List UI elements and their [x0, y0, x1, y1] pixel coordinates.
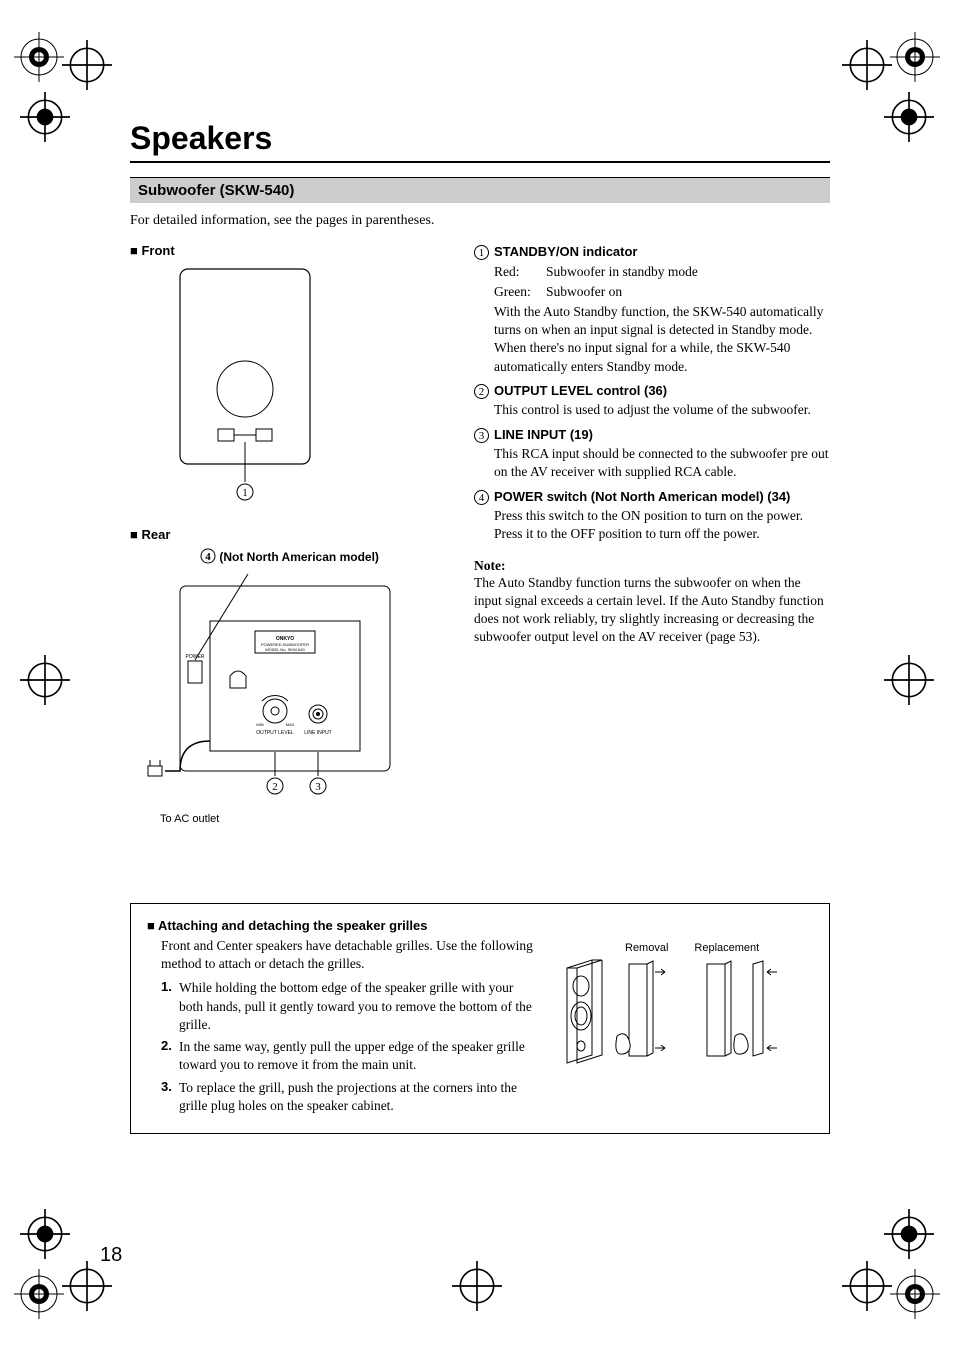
svg-text:LINE INPUT: LINE INPUT [304, 730, 332, 736]
box-title: Attaching and detaching the speaker gril… [147, 918, 537, 933]
callout-number: 4 [474, 488, 494, 544]
note-text: The Auto Standby function turns the subw… [474, 574, 830, 647]
callout-text: Press this switch to the ON position to … [494, 507, 830, 543]
right-column: 1STANDBY/ON indicator Red:Subwoofer in st… [474, 243, 830, 843]
callout-title: LINE INPUT (19) [494, 426, 830, 444]
step-item: 2.In the same way, gently pull the upper… [161, 1038, 537, 1074]
step-number: 2. [161, 1038, 179, 1074]
crosshair-icon [884, 655, 934, 705]
grille-illustration [557, 958, 797, 1068]
callout-title: STANDBY/ON indicator [494, 243, 830, 261]
crosshair-icon [884, 1209, 934, 1259]
step-number: 3. [161, 1079, 179, 1115]
callout-number: 2 [474, 382, 494, 420]
svg-text:2: 2 [272, 781, 278, 793]
callout-title: POWER switch (Not North American model) … [494, 488, 830, 506]
note-heading: Note: [474, 558, 830, 574]
step-text: In the same way, gently pull the upper e… [179, 1038, 537, 1074]
left-column: Front 1 Rear 4 (Not North American model [130, 243, 450, 843]
page-content: Speakers Subwoofer (SKW-540) For detaile… [130, 120, 830, 1134]
crosshair-icon [452, 1261, 502, 1311]
crosshair-icon [884, 92, 934, 142]
crosshair-icon [20, 92, 70, 142]
page-number: 18 [100, 1244, 122, 1267]
step-number: 1. [161, 979, 179, 1034]
intro-text: For detailed information, see the pages … [130, 213, 830, 229]
step-text: While holding the bottom edge of the spe… [179, 979, 537, 1034]
crosshair-icon [20, 655, 70, 705]
crosshair-icon [842, 1261, 892, 1311]
callout-item: 1STANDBY/ON indicator Red:Subwoofer in st… [474, 243, 830, 376]
grille-box: Attaching and detaching the speaker gril… [130, 903, 830, 1134]
callout-text: This RCA input should be connected to th… [494, 445, 830, 481]
regmark-icon [14, 32, 64, 82]
crosshair-icon [20, 1209, 70, 1259]
crosshair-icon [842, 40, 892, 90]
callout-kv: Green:Subwoofer on [494, 283, 830, 301]
box-intro: Front and Center speakers have detachabl… [161, 937, 537, 973]
svg-text:4: 4 [205, 551, 211, 563]
svg-text:OUTPUT LEVEL: OUTPUT LEVEL [256, 730, 294, 736]
step-text: To replace the grill, push the projectio… [179, 1079, 537, 1115]
svg-text:MODEL No. SKW-540: MODEL No. SKW-540 [265, 647, 305, 652]
regmark-icon [14, 1269, 64, 1319]
callout-item: 4POWER switch (Not North American model)… [474, 488, 830, 544]
step-item: 3.To replace the grill, push the project… [161, 1079, 537, 1115]
regmark-icon [890, 32, 940, 82]
callout-text: With the Auto Standby function, the SKW-… [494, 303, 830, 376]
svg-text:MIN: MIN [256, 722, 263, 727]
removal-label: Removal [625, 942, 668, 954]
replacement-label: Replacement [694, 942, 759, 954]
svg-text:3: 3 [315, 781, 321, 793]
ac-outlet-label: To AC outlet [160, 813, 450, 825]
rear-label: Rear [130, 527, 450, 542]
page-title: Speakers [130, 120, 830, 157]
crosshair-icon [62, 40, 112, 90]
section-heading: Subwoofer (SKW-540) [130, 177, 830, 203]
regmark-icon [890, 1269, 940, 1319]
callout-item: 3LINE INPUT (19)This RCA input should be… [474, 426, 830, 482]
callout-item: 2OUTPUT LEVEL control (36)This control i… [474, 382, 830, 420]
callout-number: 3 [474, 426, 494, 482]
step-item: 1.While holding the bottom edge of the s… [161, 979, 537, 1034]
callout-text: This control is used to adjust the volum… [494, 401, 830, 419]
svg-text:MAX: MAX [286, 722, 295, 727]
svg-text:1: 1 [242, 487, 248, 499]
front-label: Front [130, 243, 450, 258]
rear-diagram: POWER ONKYO POWERED SUBWOOFER MODEL No. … [140, 566, 450, 825]
title-rule [130, 161, 830, 163]
callout-number: 1 [474, 243, 494, 376]
callout-title: OUTPUT LEVEL control (36) [494, 382, 830, 400]
crosshair-icon [62, 1261, 112, 1311]
front-diagram: 1 [160, 264, 450, 509]
callout4-caption: (Not North American model) [219, 550, 379, 564]
callout-kv: Red:Subwoofer in standby mode [494, 263, 830, 281]
